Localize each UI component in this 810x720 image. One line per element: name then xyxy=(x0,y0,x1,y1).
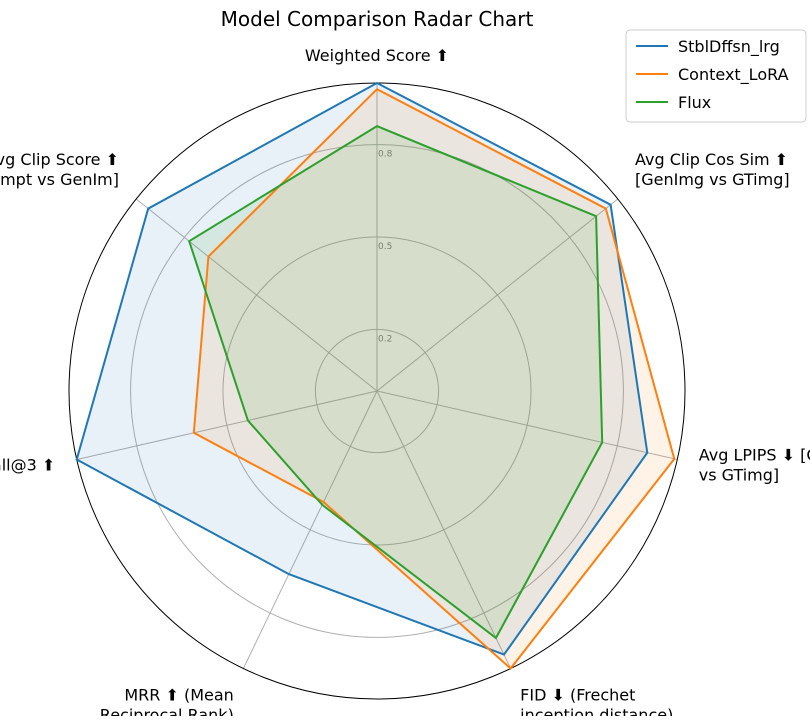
legend-label: StblDffsn_lrg xyxy=(678,37,780,57)
axis-label-line: vs GTimg] xyxy=(699,465,779,484)
axis-label: Avg Clip Cos Sim ⬆ [GenImg vs GTimg] xyxy=(635,150,790,189)
axis-spoke xyxy=(376,390,512,669)
axis-spoke xyxy=(76,390,378,461)
series-area-Context_LoRA xyxy=(193,89,675,669)
series-line-Context_LoRA xyxy=(192,87,676,670)
axis-spoke xyxy=(242,390,378,669)
series-area-StblDffsn_lrg xyxy=(76,83,648,655)
axis-label-line: Weighted Score ⬆ xyxy=(305,46,449,65)
axis-label: Weighted Score ⬆ xyxy=(305,46,449,65)
axis-label-line: inception distance) xyxy=(520,705,673,716)
legend-label: Context_LoRA xyxy=(678,65,789,85)
axis-spoke xyxy=(376,198,619,392)
axis-label: Recall@3 ⬆ xyxy=(0,455,55,474)
radar-series xyxy=(75,81,676,670)
axis-label-line: FID ⬇ (Frechet xyxy=(520,685,635,704)
axis-labels: Weighted Score ⬆ Avg Clip Cos Sim ⬆ [GenIm… xyxy=(0,46,810,720)
axis-label-line: Reciprocal Rank) xyxy=(100,705,234,716)
axis-label-line: Avg LPIPS ⬇ [GenImg xyxy=(699,445,810,464)
radial-tick-label: 0.5 xyxy=(378,242,392,252)
axis-label-line: Avg Clip Score ⬆ xyxy=(0,150,119,169)
axis-label: FID ⬇ (Frechet inception distance) xyxy=(520,685,673,716)
legend-label: Flux xyxy=(678,93,711,112)
legend-box xyxy=(625,29,807,123)
legend: StblDffsn_lrg Context_LoRA Flux xyxy=(625,29,807,123)
chart-title: Model Comparison Radar Chart xyxy=(221,7,534,31)
axis-label-line: [GenImg vs GTimg] xyxy=(635,170,790,189)
radial-tick-label: 0.8 xyxy=(378,150,393,160)
axis-label-line: Recall@3 ⬆ xyxy=(0,455,55,474)
axis-label: Avg Clip Score ⬆[Prompt vs GenIm] xyxy=(0,150,119,189)
axis-label-line: Avg Clip Cos Sim ⬆ xyxy=(635,150,788,169)
axis-label-line: [Prompt vs GenIm] xyxy=(0,170,119,189)
axis-label-line: MRR ⬆ (Mean xyxy=(124,685,233,704)
axis-spoke xyxy=(135,198,378,392)
series-area-Flux xyxy=(189,126,603,638)
series-line-Flux xyxy=(188,124,604,640)
radial-tick-label: 0.2 xyxy=(378,334,392,344)
axis-label: MRR ⬆ (Mean Reciprocal Rank) xyxy=(100,685,234,716)
axis-spoke xyxy=(376,390,678,461)
